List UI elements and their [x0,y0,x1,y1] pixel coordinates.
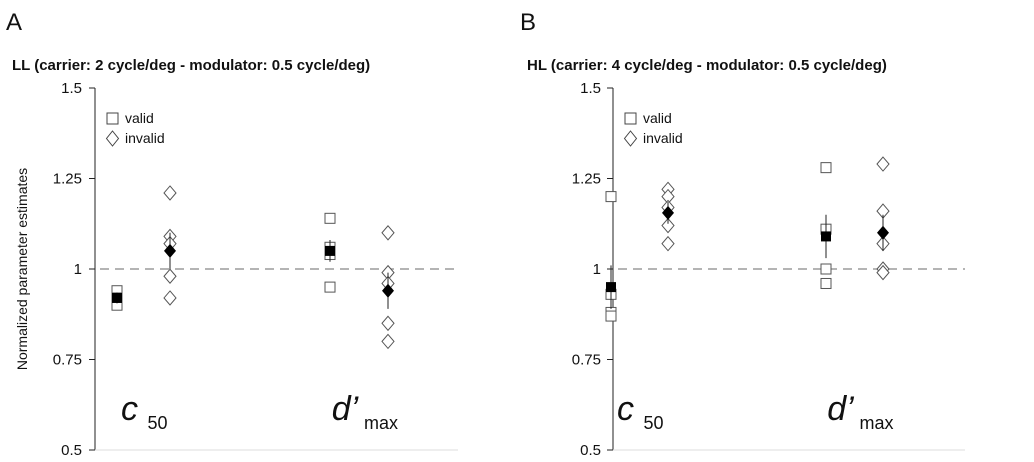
legend-label: valid [643,110,672,126]
group-label-subscript: 50 [147,413,167,433]
group-label: c [121,390,138,428]
mean-marker-invalid [662,205,674,220]
y-tick-label: 0.5 [580,442,601,459]
data-point-valid [820,162,832,174]
y-tick-label: 1.25 [53,171,82,188]
data-point-invalid [876,264,890,281]
panel-title: HL (carrier: 4 cycle/deg - modulator: 0.… [527,57,887,74]
mean-marker-invalid [877,225,889,240]
legend-label: invalid [125,130,165,146]
legend-label: valid [125,110,154,126]
panel-a: A LL (carrier: 2 cycle/deg - modulator: 0… [6,9,458,459]
mean-marker-valid [112,292,122,303]
legend-label: invalid [643,130,683,146]
y-tick-label: 0.5 [61,442,82,459]
legend-diamond-marker [105,130,120,147]
data-point-invalid [661,217,675,234]
data-point-invalid [381,315,395,332]
mean-marker-invalid [382,283,394,298]
group-label-subscript: 50 [643,413,663,433]
y-tick-label: 1 [593,261,601,278]
mean-marker-valid [821,231,831,242]
panel-letter: A [6,9,22,36]
data-point-valid [605,191,617,203]
group-label: d’ [827,390,854,428]
y-tick-label: 1.25 [572,171,601,188]
mean-marker-valid [325,245,335,256]
group-label-subscript: max [364,413,398,433]
data-point-valid [324,212,336,224]
y-axis-label: Normalized parameter estimates [14,168,30,370]
group-label: c [617,390,634,428]
data-point-invalid [381,333,395,350]
y-tick-label: 1.5 [61,80,82,97]
data-point-valid [324,281,336,293]
panel-title: LL (carrier: 2 cycle/deg - modulator: 0.… [12,57,370,74]
y-tick-label: 0.75 [572,352,601,369]
legend-square-marker [106,112,119,125]
group-label-subscript: max [859,413,893,433]
legend-diamond-marker [623,130,638,147]
y-tick-label: 1.5 [580,80,601,97]
legend-square-marker [624,112,637,125]
data-point-invalid [163,290,177,306]
y-tick-label: 0.75 [53,352,82,369]
data-point-valid [820,277,832,289]
panel-letter: B [520,9,536,36]
data-point-invalid [661,235,675,252]
panel-b: B HL (carrier: 4 cycle/deg - modulator: 0… [520,9,965,459]
data-point-invalid [163,185,177,201]
data-point-valid [820,263,832,275]
group-label: d’ [332,390,359,428]
data-point-invalid [876,156,890,172]
mean-marker-invalid [164,243,176,258]
mean-marker-valid [606,282,616,293]
data-point-invalid [381,225,395,241]
data-point-valid [605,310,617,322]
y-tick-label: 1 [74,261,82,278]
data-point-invalid [163,268,177,285]
